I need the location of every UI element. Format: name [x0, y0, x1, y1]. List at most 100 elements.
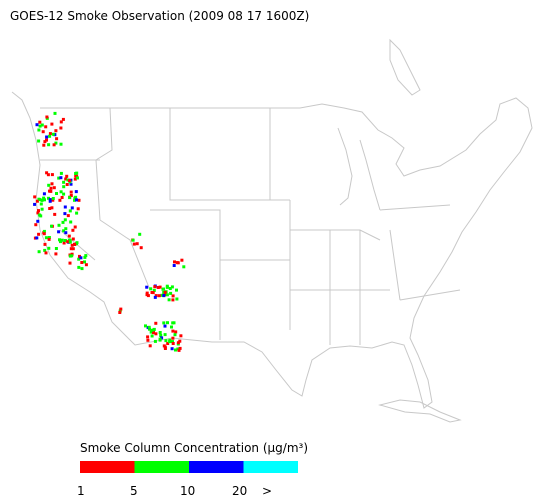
- smoke-pixel: [73, 225, 77, 229]
- smoke-pixel: [54, 247, 58, 250]
- smoke-pixel: [168, 287, 172, 290]
- smoke-pixel: [37, 128, 41, 132]
- smoke-pixel: [75, 241, 79, 245]
- smoke-pixel: [37, 139, 41, 143]
- smoke-pixel: [152, 327, 156, 331]
- smoke-pixel: [153, 285, 157, 289]
- smoke-pixel: [152, 288, 156, 292]
- smoke-pixel: [48, 199, 52, 203]
- smoke-pixel: [174, 330, 178, 334]
- smoke-pixel: [154, 294, 158, 298]
- smoke-pixel: [64, 227, 68, 231]
- smoke-pixel: [63, 239, 67, 242]
- smoke-pixel: [173, 333, 177, 337]
- smoke-pixel: [46, 173, 50, 177]
- smoke-pixel: [69, 190, 73, 194]
- smoke-pixel: [59, 142, 63, 146]
- smoke-pixel: [158, 331, 162, 334]
- smoke-pixel: [165, 284, 169, 288]
- smoke-pixel: [144, 324, 147, 328]
- smoke-pixel: [151, 291, 155, 295]
- smoke-pixel: [73, 177, 77, 181]
- smoke-pixel: [153, 339, 157, 343]
- smoke-pixel: [174, 348, 177, 352]
- smoke-pixel: [63, 205, 67, 209]
- legend-swatch: [243, 461, 298, 473]
- smoke-pixel: [62, 241, 66, 245]
- smoke-pixel: [75, 198, 78, 202]
- smoke-pixel: [59, 126, 63, 130]
- smoke-pixel: [170, 325, 173, 329]
- smoke-pixel: [178, 339, 182, 343]
- smoke-pixel: [146, 335, 150, 339]
- smoke-pixel: [80, 267, 84, 271]
- smoke-pixel: [166, 321, 169, 325]
- smoke-pixel: [173, 260, 176, 264]
- smoke-pixel: [64, 177, 68, 181]
- smoke-pixel: [79, 256, 83, 260]
- smoke-pixel: [74, 190, 78, 194]
- smoke-pixel: [40, 123, 44, 127]
- smoke-pixel: [145, 285, 149, 289]
- smoke-pixel: [152, 331, 155, 335]
- smoke-pixel: [61, 220, 65, 224]
- smoke-pixel: [171, 294, 175, 298]
- legend-swatch: [80, 461, 135, 473]
- smoke-pixel: [153, 295, 157, 299]
- smoke-pixel: [63, 212, 67, 216]
- smoke-pixel: [57, 223, 61, 227]
- smoke-pixel: [55, 137, 59, 141]
- smoke-pixel: [164, 339, 168, 343]
- smoke-pixel: [53, 111, 57, 115]
- smoke-pixel: [36, 211, 40, 215]
- smoke-pixel: [39, 214, 43, 218]
- smoke-pixel: [62, 185, 66, 189]
- smoke-pixel: [59, 120, 63, 124]
- smoke-pixel: [179, 334, 183, 338]
- smoke-pixel: [159, 334, 163, 337]
- smoke-pixel: [68, 261, 72, 265]
- smoke-pixel: [33, 202, 37, 206]
- smoke-pixel: [150, 334, 154, 338]
- smoke-pixel: [132, 242, 136, 246]
- smoke-pixel: [44, 251, 48, 255]
- smoke-pixel: [172, 321, 176, 325]
- legend-swatch: [134, 461, 189, 473]
- legend-label: 5: [130, 484, 138, 498]
- smoke-pixel: [80, 261, 84, 264]
- smoke-pixel: [171, 336, 175, 340]
- smoke-pixel: [43, 242, 47, 246]
- smoke-pixel: [51, 197, 55, 200]
- smoke-pixel: [169, 291, 173, 295]
- smoke-pixels: [33, 111, 186, 352]
- smoke-pixel: [41, 130, 45, 134]
- smoke-pixel: [48, 198, 52, 202]
- smoke-pixel: [76, 176, 79, 180]
- smoke-pixel: [147, 325, 151, 329]
- smoke-pixel: [119, 307, 123, 311]
- smoke-pixel: [69, 194, 73, 197]
- smoke-pixel: [59, 176, 63, 180]
- smoke-pixel: [34, 223, 38, 227]
- smoke-pixel: [154, 321, 158, 325]
- smoke-pixel: [69, 220, 73, 224]
- smoke-pixel: [47, 236, 51, 239]
- smoke-pixel: [47, 237, 51, 241]
- smoke-pixel: [62, 229, 66, 233]
- smoke-pixel: [148, 327, 151, 331]
- smoke-pixel: [131, 238, 135, 242]
- smoke-pixel: [45, 115, 49, 119]
- smoke-pixel: [37, 232, 41, 236]
- map-title: GOES-12 Smoke Observation (2009 08 17 16…: [10, 9, 309, 23]
- smoke-pixel: [62, 180, 66, 184]
- smoke-pixel: [163, 333, 167, 337]
- legend-label: 10: [180, 484, 195, 498]
- smoke-pixel: [83, 255, 87, 259]
- smoke-pixel: [84, 263, 88, 267]
- smoke-pixel: [73, 242, 76, 246]
- smoke-pixel: [54, 141, 58, 145]
- smoke-pixel: [50, 122, 54, 126]
- smoke-pixel: [54, 252, 58, 256]
- smoke-pixel: [177, 348, 181, 352]
- smoke-pixel: [138, 232, 142, 236]
